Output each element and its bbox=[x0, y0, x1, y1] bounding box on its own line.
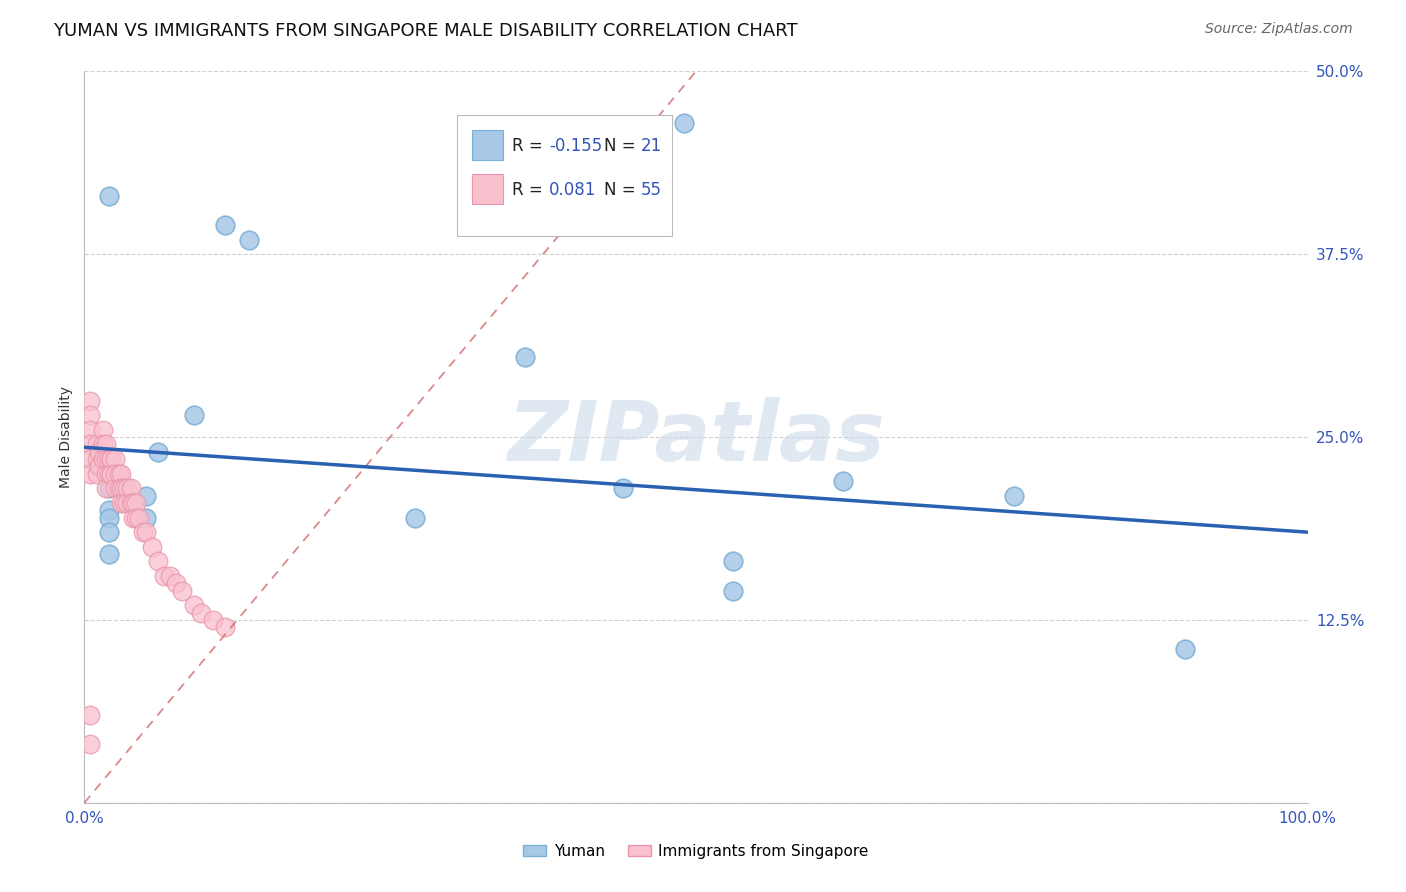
Point bbox=[190, 606, 212, 620]
Point bbox=[86, 467, 108, 481]
Point bbox=[86, 437, 108, 451]
Text: 21: 21 bbox=[641, 137, 662, 155]
Point bbox=[91, 452, 114, 467]
Point bbox=[87, 444, 110, 458]
Point bbox=[100, 467, 122, 481]
Point bbox=[165, 576, 187, 591]
Point bbox=[97, 467, 120, 481]
Point bbox=[96, 437, 118, 451]
Point bbox=[1002, 489, 1025, 503]
Point bbox=[201, 613, 224, 627]
Point bbox=[238, 233, 260, 247]
Text: -0.155: -0.155 bbox=[550, 137, 602, 155]
Point bbox=[79, 423, 101, 437]
Text: R =: R = bbox=[513, 181, 548, 199]
Point bbox=[183, 408, 205, 422]
Point bbox=[79, 708, 101, 723]
Point bbox=[721, 554, 744, 568]
Point bbox=[96, 481, 118, 495]
Text: 0.081: 0.081 bbox=[550, 181, 596, 199]
Point bbox=[110, 496, 132, 510]
Point bbox=[79, 452, 101, 467]
Point bbox=[128, 510, 150, 524]
Point bbox=[110, 467, 132, 481]
Point bbox=[125, 496, 148, 510]
Point bbox=[831, 474, 853, 488]
Y-axis label: Male Disability: Male Disability bbox=[59, 386, 73, 488]
Point bbox=[97, 452, 120, 467]
Point bbox=[132, 525, 155, 540]
Point bbox=[122, 496, 145, 510]
Point bbox=[214, 620, 236, 634]
Point bbox=[107, 467, 129, 481]
Text: YUMAN VS IMMIGRANTS FROM SINGAPORE MALE DISABILITY CORRELATION CHART: YUMAN VS IMMIGRANTS FROM SINGAPORE MALE … bbox=[53, 22, 799, 40]
Point bbox=[79, 437, 101, 451]
Point bbox=[672, 115, 695, 129]
Point bbox=[79, 393, 101, 408]
Point bbox=[91, 437, 114, 451]
Bar bbox=[457, 115, 672, 235]
Point bbox=[141, 540, 163, 554]
Point bbox=[79, 737, 101, 751]
Legend: Yuman, Immigrants from Singapore: Yuman, Immigrants from Singapore bbox=[517, 838, 875, 864]
Text: ZIPatlas: ZIPatlas bbox=[508, 397, 884, 477]
Point bbox=[104, 452, 127, 467]
Point bbox=[135, 489, 157, 503]
Point bbox=[97, 503, 120, 517]
Point bbox=[146, 554, 169, 568]
Point bbox=[135, 510, 157, 524]
Point bbox=[96, 467, 118, 481]
Point bbox=[146, 444, 169, 458]
Point bbox=[1174, 642, 1197, 657]
Point bbox=[96, 452, 118, 467]
Point bbox=[110, 481, 132, 495]
Point bbox=[183, 599, 205, 613]
Point bbox=[97, 525, 120, 540]
Point bbox=[79, 467, 101, 481]
Point bbox=[104, 481, 127, 495]
Point bbox=[86, 452, 108, 467]
Text: Source: ZipAtlas.com: Source: ZipAtlas.com bbox=[1205, 22, 1353, 37]
Point bbox=[125, 510, 148, 524]
Point bbox=[120, 481, 142, 495]
Point bbox=[721, 583, 744, 598]
Point bbox=[97, 547, 120, 561]
Bar bbox=[472, 130, 503, 161]
Text: N =: N = bbox=[605, 137, 641, 155]
Point bbox=[513, 350, 536, 364]
Point bbox=[214, 218, 236, 232]
Point bbox=[120, 496, 142, 510]
Point bbox=[115, 496, 138, 510]
Point bbox=[135, 525, 157, 540]
Point bbox=[404, 510, 426, 524]
Point bbox=[97, 510, 120, 524]
Text: R =: R = bbox=[513, 137, 548, 155]
Point bbox=[97, 188, 120, 202]
Point bbox=[153, 569, 176, 583]
Point bbox=[112, 496, 135, 510]
Point bbox=[159, 569, 181, 583]
Point bbox=[612, 481, 634, 495]
Point bbox=[100, 452, 122, 467]
Point bbox=[122, 510, 145, 524]
Point bbox=[112, 481, 135, 495]
Point bbox=[87, 459, 110, 474]
Point bbox=[97, 481, 120, 495]
Point bbox=[91, 423, 114, 437]
Point bbox=[115, 481, 138, 495]
Point bbox=[107, 481, 129, 495]
Point bbox=[104, 467, 127, 481]
Text: N =: N = bbox=[605, 181, 641, 199]
Point bbox=[79, 408, 101, 422]
Bar bbox=[472, 174, 503, 204]
Point bbox=[172, 583, 194, 598]
Text: 55: 55 bbox=[641, 181, 662, 199]
